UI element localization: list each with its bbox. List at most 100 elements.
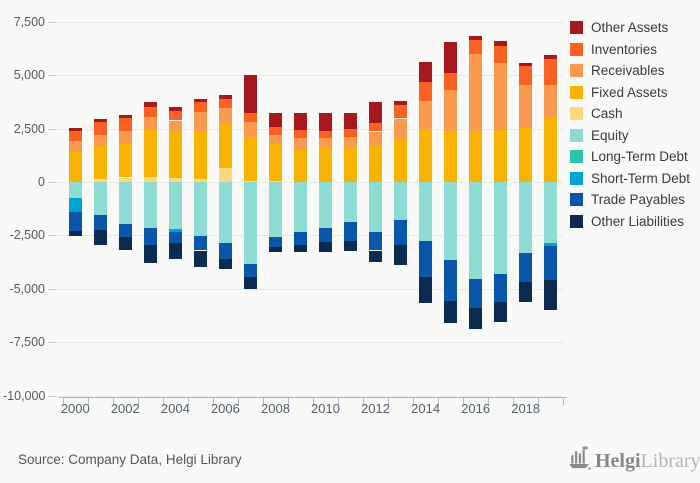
bar-segment-2012-receivables[interactable]: [369, 131, 382, 145]
bar-segment-2012-inventories[interactable]: [369, 122, 382, 132]
bar-segment-2015-receivables[interactable]: [444, 90, 458, 131]
bar-segment-2006-fixed-assets[interactable]: [218, 122, 232, 168]
bar-segment-2019-equity[interactable]: [544, 182, 558, 244]
bar-segment-2018-equity[interactable]: [519, 182, 533, 254]
bar-segment-2000-equity[interactable]: [68, 182, 82, 198]
bar-segment-2001-fixed-assets[interactable]: [93, 146, 107, 179]
bar-segment-2008-trade-payables[interactable]: [269, 237, 282, 248]
bar-segment-2015-other-liabilities[interactable]: [444, 300, 458, 323]
bar-segment-2004-cash[interactable]: [168, 178, 182, 182]
bar-segment-2006-equity[interactable]: [218, 182, 232, 243]
bar-segment-2007-other-assets[interactable]: [243, 75, 257, 113]
legend-item-fixed-assets[interactable]: Fixed Assets: [570, 82, 690, 104]
bar-segment-2016-equity[interactable]: [469, 182, 483, 280]
bar-segment-2000-other-assets[interactable]: [68, 128, 82, 132]
bar-segment-2001-equity[interactable]: [93, 182, 107, 215]
bar-segment-2001-other-liabilities[interactable]: [93, 230, 107, 245]
bar-segment-2007-equity[interactable]: [243, 182, 257, 264]
bar-segment-2001-inventories[interactable]: [93, 122, 107, 136]
bar-segment-2008-other-assets[interactable]: [269, 112, 282, 128]
bar-segment-2001-other-assets[interactable]: [93, 119, 107, 123]
legend-item-inventories[interactable]: Inventories: [570, 39, 690, 61]
bar-segment-2013-trade-payables[interactable]: [394, 220, 408, 245]
bar-segment-2016-other-assets[interactable]: [469, 35, 483, 41]
bar-segment-2004-receivables[interactable]: [168, 120, 182, 133]
bar-segment-2005-cash[interactable]: [193, 179, 207, 182]
bar-segment-2000-trade-payables[interactable]: [68, 212, 82, 232]
bar-segment-2009-inventories[interactable]: [294, 130, 307, 139]
bar-segment-2009-other-liabilities[interactable]: [294, 244, 307, 253]
bar-segment-2002-fixed-assets[interactable]: [118, 144, 132, 178]
bar-segment-2014-fixed-assets[interactable]: [419, 129, 433, 182]
bar-segment-2005-fixed-assets[interactable]: [193, 131, 207, 180]
bar-segment-2010-receivables[interactable]: [319, 138, 332, 147]
bar-segment-2019-receivables[interactable]: [544, 84, 558, 117]
bar-segment-2017-trade-payables[interactable]: [494, 273, 508, 302]
bar-segment-2009-other-assets[interactable]: [294, 112, 307, 131]
bar-segment-2002-other-liabilities[interactable]: [118, 237, 132, 251]
bar-segment-2010-other-assets[interactable]: [319, 112, 332, 131]
bar-segment-2003-equity[interactable]: [143, 182, 157, 228]
bar-segment-2007-trade-payables[interactable]: [243, 263, 257, 277]
bar-segment-2018-receivables[interactable]: [519, 85, 533, 128]
bar-segment-2003-other-assets[interactable]: [143, 102, 157, 107]
bar-segment-2009-fixed-assets[interactable]: [294, 149, 307, 182]
bar-segment-2011-trade-payables[interactable]: [344, 221, 357, 241]
bar-segment-2017-equity[interactable]: [494, 182, 508, 274]
bar-segment-2002-inventories[interactable]: [118, 118, 132, 132]
bar-segment-2015-equity[interactable]: [444, 182, 458, 261]
legend-item-other-liabilities[interactable]: Other Liabilities: [570, 211, 690, 233]
bar-segment-2010-other-liabilities[interactable]: [319, 241, 332, 253]
bar-segment-2018-other-liabilities[interactable]: [519, 281, 533, 302]
bar-segment-2008-receivables[interactable]: [269, 135, 282, 144]
bar-segment-2003-inventories[interactable]: [143, 106, 157, 118]
bar-segment-2004-other-liabilities[interactable]: [168, 243, 182, 259]
bar-segment-2000-short-term-debt[interactable]: [68, 197, 82, 213]
bar-segment-2011-equity[interactable]: [344, 182, 357, 222]
bar-segment-2011-other-liabilities[interactable]: [344, 240, 357, 252]
bar-segment-2002-receivables[interactable]: [118, 131, 132, 145]
bar-segment-2005-other-assets[interactable]: [193, 99, 207, 103]
bar-segment-2014-inventories[interactable]: [419, 81, 433, 102]
bar-segment-2012-fixed-assets[interactable]: [369, 144, 382, 182]
bar-segment-2000-inventories[interactable]: [68, 131, 82, 141]
bar-segment-2004-other-assets[interactable]: [168, 106, 182, 111]
bar-segment-2007-fixed-assets[interactable]: [243, 136, 257, 181]
bar-segment-2002-cash[interactable]: [118, 177, 132, 182]
bar-segment-2000-other-liabilities[interactable]: [68, 231, 82, 236]
bar-segment-2019-short-term-debt[interactable]: [544, 243, 558, 247]
bar-segment-2005-other-liabilities[interactable]: [193, 250, 207, 267]
bar-segment-2008-equity[interactable]: [269, 182, 282, 238]
bar-segment-2006-cash[interactable]: [218, 167, 232, 182]
bar-segment-2007-other-liabilities[interactable]: [243, 276, 257, 289]
bar-segment-2017-receivables[interactable]: [494, 62, 508, 131]
bar-segment-2011-fixed-assets[interactable]: [344, 146, 357, 182]
bar-segment-2017-inventories[interactable]: [494, 45, 508, 63]
bar-segment-2009-trade-payables[interactable]: [294, 231, 307, 245]
bar-segment-2003-receivables[interactable]: [143, 117, 157, 130]
bar-segment-2013-fixed-assets[interactable]: [394, 140, 408, 182]
bar-segment-2004-equity[interactable]: [168, 182, 182, 229]
bar-segment-2012-equity[interactable]: [369, 182, 382, 232]
bar-segment-2019-other-liabilities[interactable]: [544, 279, 558, 311]
bar-segment-2001-trade-payables[interactable]: [93, 214, 107, 231]
bar-segment-2007-inventories[interactable]: [243, 112, 257, 122]
bar-segment-2004-fixed-assets[interactable]: [168, 132, 182, 179]
legend-item-other-assets[interactable]: Other Assets: [570, 17, 690, 39]
bar-segment-2013-other-liabilities[interactable]: [394, 244, 408, 265]
legend-item-cash[interactable]: Cash: [570, 103, 690, 125]
bar-segment-2005-receivables[interactable]: [193, 111, 207, 132]
bar-segment-2013-inventories[interactable]: [394, 104, 408, 119]
bar-segment-2016-fixed-assets[interactable]: [469, 132, 483, 182]
bar-segment-2014-receivables[interactable]: [419, 101, 433, 130]
bar-segment-2007-receivables[interactable]: [243, 121, 257, 137]
bar-segment-2003-trade-payables[interactable]: [143, 227, 157, 245]
bar-segment-2015-fixed-assets[interactable]: [444, 130, 458, 182]
bar-segment-2013-equity[interactable]: [394, 182, 408, 221]
bar-segment-2018-inventories[interactable]: [519, 66, 533, 86]
bar-segment-2010-trade-payables[interactable]: [319, 227, 332, 242]
bar-segment-2014-other-liabilities[interactable]: [419, 276, 433, 303]
bar-segment-2002-trade-payables[interactable]: [118, 223, 132, 238]
bar-segment-2008-other-liabilities[interactable]: [269, 247, 282, 252]
bar-segment-2019-fixed-assets[interactable]: [544, 116, 558, 182]
